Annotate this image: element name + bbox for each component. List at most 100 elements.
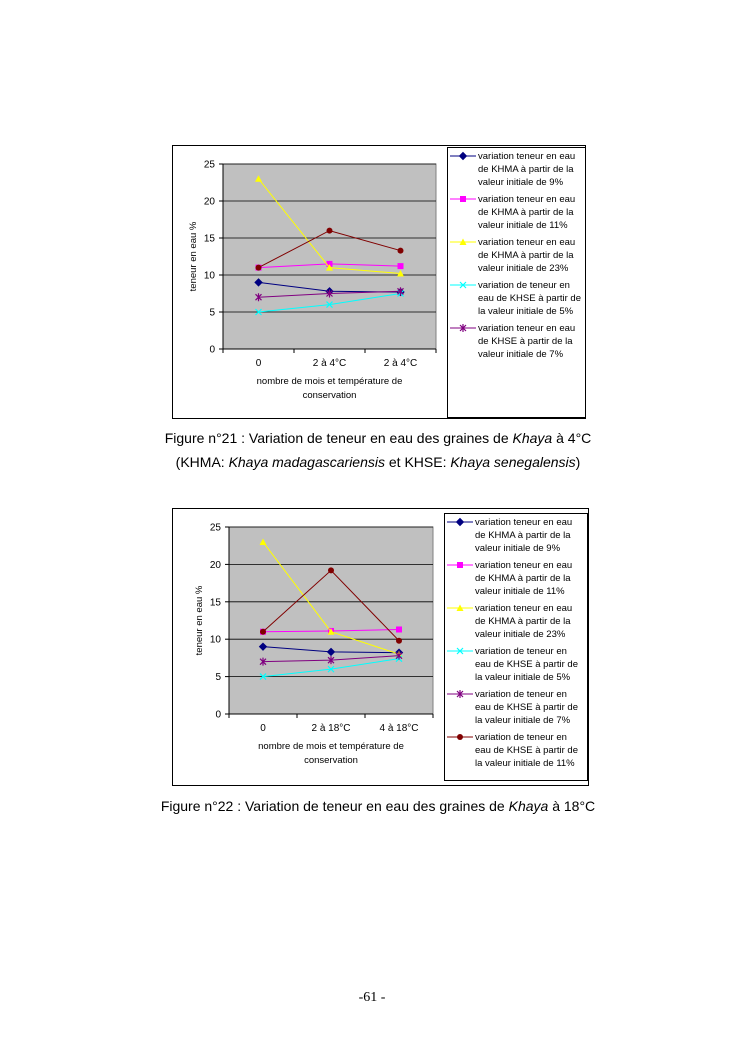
marker [460,196,466,202]
marker [326,647,336,657]
legend-label: variation teneur en eau de KHMA à partir… [475,517,573,554]
marker [457,734,463,740]
y-tick-label: 0 [215,710,221,721]
marker [456,647,464,655]
marker [259,657,267,666]
legend-label: variation teneur en eau de KHMA à partir… [478,237,576,274]
marker [326,264,333,271]
marker [326,289,333,298]
caption-text: Figure n°21 : Variation de teneur en eau… [164,430,513,446]
legend-label: variation teneur en eau de KHMA à partir… [475,603,573,640]
legend-entry: variation teneur en eau de KHSE à partir… [448,322,583,361]
marker [259,673,267,681]
marker [259,538,267,545]
legend-marker [450,281,476,289]
chart: 0 5 10 15 20 25 0 2 à 18°C 4 à 18°C teneur en eau… [172,508,589,786]
x-tick-label: 4 à 18°C [379,723,418,734]
legend-entry: variation de teneur en eau de KHSE à par… [445,645,585,684]
marker [457,562,463,568]
caption-text: Khaya [508,798,549,814]
legend-label: variation teneur en eau de KHSE à partir… [478,323,576,360]
marker [326,301,333,309]
y-tick-label: 20 [210,560,222,571]
marker [456,690,464,698]
marker [327,656,335,665]
marker [258,642,268,651]
legend-entry: variation teneur en eau de KHMA à partir… [445,602,585,641]
marker [397,270,404,277]
marker [458,151,468,161]
marker [254,278,263,287]
y-tick-label: 15 [204,234,216,245]
marker [260,628,266,635]
caption-text: ) [575,454,581,470]
y-tick-label: 5 [215,672,221,683]
legend-marker [447,517,473,527]
y-axis-label: teneur en eau % [188,221,199,291]
marker [455,517,465,527]
legend-entry: variation teneur en eau de KHMA à partir… [448,236,583,275]
y-tick-label: 0 [209,345,215,356]
legend-entry: variation de teneur en eau de KHSE à par… [445,688,585,727]
legend: variation teneur en eau de KHMA à partir… [447,147,586,418]
legend-marker [447,604,473,611]
plot-area [228,526,434,715]
caption-text: à 18°C [548,798,596,814]
marker [397,263,404,270]
legend: variation teneur en eau de KHMA à partir… [444,513,588,781]
legend-entry: variation de teneur en eau de KHSE à par… [448,279,583,318]
caption-text: à 4°C [552,430,592,446]
y-tick-label: 25 [204,160,216,171]
marker [327,665,335,673]
y-tick-label: 25 [210,523,222,534]
legend-marker [450,324,476,332]
legend-label: variation de teneur en eau de KHSE à par… [475,689,578,726]
marker [459,281,467,289]
plot-area [222,163,437,350]
caption: Figure n°21 : Variation de teneur en eau… [100,430,656,446]
legend-entry: variation teneur en eau de KHMA à partir… [448,150,583,189]
legend-marker [447,690,473,698]
marker [255,264,262,271]
legend-entry: variation teneur en eau de KHMA à partir… [445,559,585,598]
legend-label: variation de teneur en eau de KHSE à par… [475,732,578,769]
marker [255,293,262,302]
marker [326,260,333,267]
legend-entry: variation teneur en eau de KHMA à partir… [448,193,583,232]
marker [396,637,402,644]
marker [397,247,404,254]
plot: 0 5 10 15 20 25 0 2 à 4°C 2 à 4°C teneur en eau % [188,160,437,369]
legend-entry: variation teneur en eau de KHMA à partir… [445,516,585,555]
legend-marker [447,734,473,740]
legend-entry: variation de teneur en eau de KHSE à par… [445,731,585,770]
caption: (KHMA: Khaya madagascariensis et KHSE: K… [100,454,656,470]
y-tick-label: 20 [204,197,216,208]
marker [459,324,467,332]
caption-text: Khaya senegalensis [450,454,576,470]
y-axis-label: teneur en eau % [194,585,205,655]
legend-marker [447,647,473,655]
x-axis-title: nombre de mois et température de conserv… [256,376,403,401]
marker [395,651,403,660]
marker [397,287,404,296]
legend-label: variation teneur en eau de KHMA à partir… [475,560,573,597]
marker [456,604,464,611]
legend-marker [450,238,476,245]
x-tick-label: 2 à 4°C [313,358,346,369]
x-axis-title: nombre de mois et température de conserv… [258,741,404,766]
marker [326,227,333,234]
caption-text: Figure n°22 : Variation de teneur en eau… [160,798,509,814]
marker [255,308,262,316]
x-tick-label: 2 à 4°C [384,358,417,369]
legend-marker [450,151,476,161]
caption-text: Khaya madagascariensis [228,454,385,470]
x-tick-label: 0 [260,723,266,734]
marker [396,626,402,633]
legend-label: variation teneur en eau de KHMA à partir… [478,151,576,188]
y-tick-label: 10 [210,635,222,646]
marker [328,567,334,574]
legend-label: variation teneur en eau de KHMA à partir… [478,194,576,231]
chart: 0 5 10 15 20 25 0 2 à 4°C 2 à 4°C teneur en eau %… [172,145,586,419]
plot: 0 5 10 15 20 25 0 2 à 18°C 4 à 18°C teneur en eau… [194,523,434,734]
y-tick-label: 10 [204,271,216,282]
